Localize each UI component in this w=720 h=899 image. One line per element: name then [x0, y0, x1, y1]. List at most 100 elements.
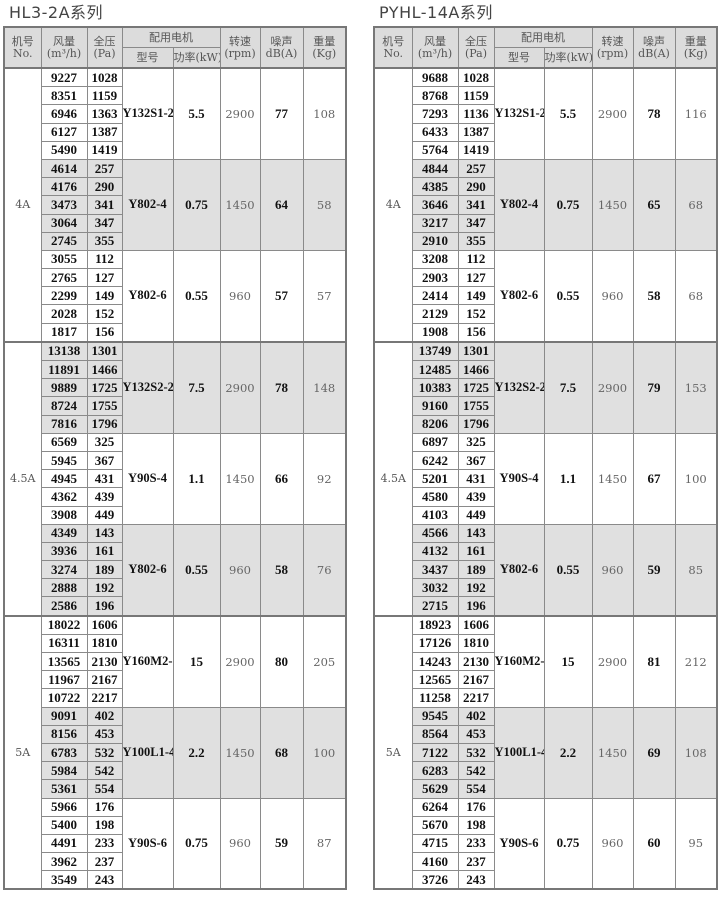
noise-cell: 60 [632, 797, 676, 890]
table-row: 3646 341 [374, 195, 717, 215]
flow-cell: 14243 [411, 651, 459, 672]
table-row: 10722 2217 [4, 688, 346, 708]
table-row: 3962 237 [4, 852, 346, 872]
flow-cell: 13749 [411, 340, 459, 361]
table-row: 9160 1755 [374, 396, 717, 416]
table-row: 8351 1159 [4, 86, 346, 106]
pressure-cell: 1725 [457, 378, 495, 398]
speed-cell: 2900 [219, 614, 261, 708]
pressure-cell: 355 [86, 231, 123, 251]
pressure-cell: 453 [86, 724, 123, 744]
noise-cell: 67 [632, 432, 676, 525]
noise-cell: 66 [259, 432, 304, 525]
pressure-cell: 156 [86, 322, 123, 343]
speed-cell: 1450 [219, 432, 261, 525]
flow-cell: 4362 [40, 487, 88, 507]
table-row: 4491 233 [4, 833, 346, 854]
weight-cell: 153 [674, 340, 718, 434]
pressure-cell: 2167 [86, 670, 123, 690]
flow-cell: 6264 [411, 797, 459, 817]
pressure-cell: 233 [457, 833, 495, 854]
flow-cell: 4580 [411, 487, 459, 507]
table-row: 2028 152 [4, 304, 346, 324]
table-row: 4A 9227 1028 Y132S1-2 5.5 2900 77 108 [3, 66, 347, 343]
table-row: 6242 367 [374, 450, 717, 471]
header-pressure: 全压 (Pa) [457, 26, 495, 69]
header-motor-power: 功率(kW) [172, 47, 221, 69]
weight-cell: 85 [674, 523, 718, 617]
flow-cell: 3726 [411, 870, 459, 890]
noise-cell: 65 [632, 158, 676, 251]
noise-cell: 80 [259, 614, 304, 708]
header-label: 全压 [465, 34, 487, 48]
pressure-cell: 325 [86, 432, 123, 452]
flow-cell: 5201 [411, 469, 459, 489]
motor-model-cell: Y802-6 [493, 523, 545, 617]
flow-cell: 2888 [40, 578, 88, 598]
table-row: 9545 402 Y100L1-4 2.2 1450 69 108 [374, 706, 718, 799]
motor-power-cell: 1.1 [172, 432, 221, 525]
table-row: 16311 1810 [4, 633, 346, 654]
flow-cell: 6242 [411, 450, 459, 471]
noise-cell: 78 [259, 340, 304, 434]
pressure-cell: 257 [457, 158, 495, 179]
table-row: 6946 1363 [4, 104, 346, 124]
motor-power-cell: 15 [172, 614, 221, 708]
pressure-cell: 233 [86, 833, 123, 854]
header-noise: 噪声 dB(A) [259, 26, 304, 69]
flow-cell: 6569 [40, 432, 88, 452]
header-unit: (rpm) [224, 46, 256, 60]
pressure-cell: 1419 [457, 140, 495, 160]
pressure-cell: 149 [86, 286, 123, 306]
motor-power-cell: 7.5 [172, 340, 221, 434]
pressure-cell: 402 [457, 706, 495, 726]
flow-cell: 11258 [411, 688, 459, 708]
flow-cell: 18923 [411, 614, 459, 635]
noise-cell: 58 [632, 249, 676, 343]
motor-power-cell: 7.5 [543, 340, 593, 434]
weight-cell: 68 [674, 249, 718, 343]
flow-cell: 6127 [40, 122, 88, 142]
noise-cell: 64 [259, 158, 304, 251]
motor-power-cell: 0.55 [543, 249, 593, 343]
flow-cell: 6283 [411, 761, 459, 781]
flow-cell: 8768 [411, 86, 459, 106]
table-row: 1908 156 [374, 322, 717, 343]
table-row: 6783 532 [4, 742, 346, 763]
table-row: 7816 1796 [4, 414, 346, 434]
pressure-cell: 127 [86, 268, 123, 288]
table-row: 4945 431 [4, 469, 346, 489]
table-row: 3549 243 [4, 870, 346, 890]
flow-cell: 3473 [40, 195, 88, 215]
header-unit: (Pa) [464, 46, 488, 60]
header-row: 机号 No. 风量 (m³/h) 全压 (Pa) 配用电机 转速 (rpm) 噪声 dB(A) 重量(… [3, 26, 347, 69]
table-row: 6264 176 Y90S-6 0.75 960 60 95 [374, 797, 718, 890]
pressure-cell: 237 [457, 852, 495, 872]
weight-cell: 108 [674, 706, 718, 799]
header-unit: (m³/h) [46, 46, 82, 60]
pressure-cell: 431 [457, 469, 495, 489]
flow-cell: 9545 [411, 706, 459, 726]
table-row: 4132 161 [374, 541, 717, 562]
header-label: 风量 [424, 34, 446, 48]
weight-cell: 57 [302, 249, 347, 343]
pressure-cell: 453 [457, 724, 495, 744]
motor-power-cell: 0.75 [543, 797, 593, 890]
header-weight: 重量 (Kg) [674, 26, 718, 69]
flow-cell: 4349 [40, 523, 88, 543]
speed-cell: 960 [219, 249, 261, 343]
flow-cell: 4566 [411, 523, 459, 543]
noise-cell: 79 [632, 340, 676, 434]
flow-cell: 4614 [40, 158, 88, 179]
table-row: 2888 192 [4, 578, 346, 598]
table-row: 14243 2130 [374, 651, 717, 672]
pressure-cell: 1363 [86, 104, 123, 124]
pressure-cell: 1606 [457, 614, 495, 635]
flow-cell: 7122 [411, 742, 459, 763]
flow-cell: 2715 [411, 596, 459, 617]
flow-cell: 8724 [40, 396, 88, 416]
speed-cell: 1450 [591, 432, 634, 525]
motor-model-cell: Y132S1-2 [121, 66, 174, 160]
header-speed: 转速 (rpm) [591, 26, 634, 69]
motor-model-cell: Y802-4 [493, 158, 545, 251]
